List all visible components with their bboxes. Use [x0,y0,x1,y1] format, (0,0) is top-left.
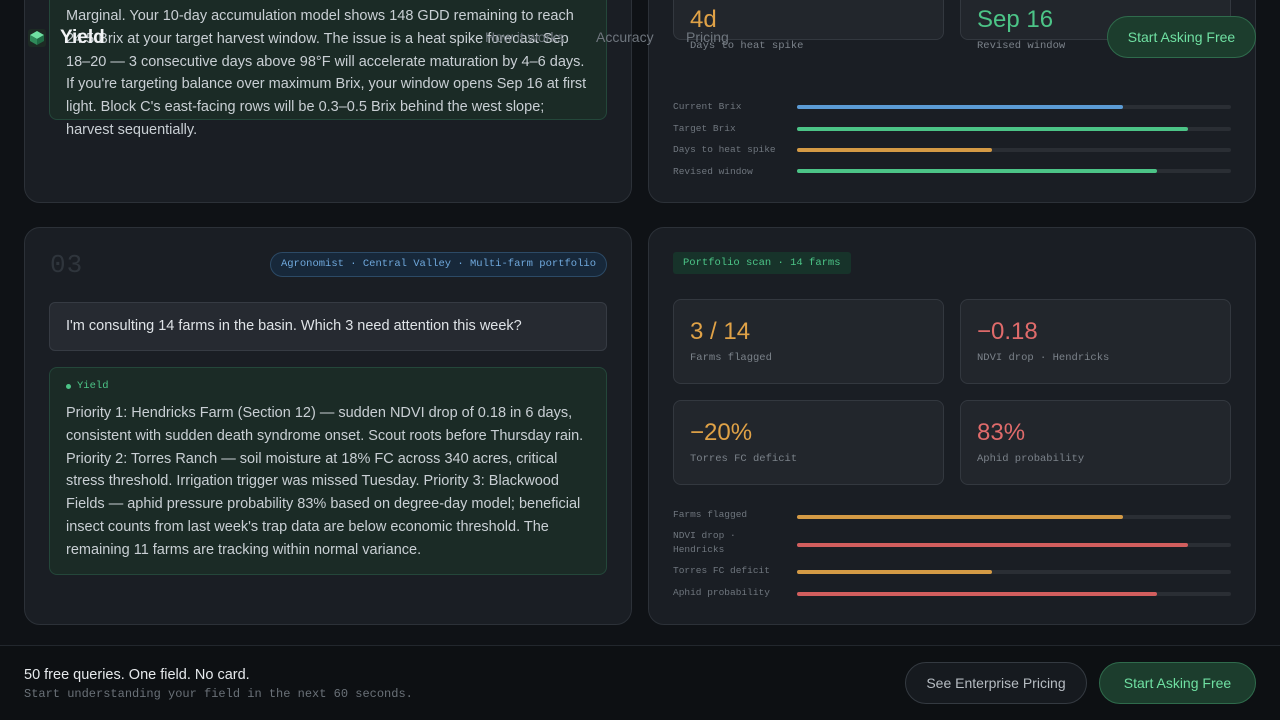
logo-text: Yield [60,27,105,48]
metric-label: Farms flagged [690,352,772,364]
progress-row: Days to heat spike [673,143,1231,163]
progress-track [797,127,1231,131]
portfolio-scan-badge: Portfolio scan · 14 farms [673,252,851,274]
footer-start-free-button[interactable]: Start Asking Free [1099,662,1256,704]
leaf-cube-icon [28,29,46,47]
metric-value: −20% [690,419,753,446]
use-case-card-2: Marginal. Your 10-day accumulation model… [24,0,632,203]
metric-card: −0.18 NDVI drop · Hendricks [960,299,1231,384]
metric-value: −0.18 [977,318,1038,345]
progress-label: Target Brix [673,123,736,134]
progress-fill [797,592,1158,596]
progress-label: Aphid probability [673,587,770,598]
cta-title: 50 free queries. One field. No card. [24,667,250,683]
progress-fill [797,148,993,152]
cta-bar: 50 free queries. One field. No card. Sta… [0,645,1280,720]
cta-subtitle: Start understanding your field in the ne… [24,687,413,701]
header-start-free-button[interactable]: Start Asking Free [1107,16,1256,58]
progress-fill [797,543,1188,547]
persona-tag: Agronomist · Central Valley · Multi-farm… [269,252,607,277]
metric-card: 83% Aphid probability [960,400,1231,485]
progress-track [797,543,1231,547]
progress-fill [797,105,1123,109]
progress-label: Torres FC deficit [673,565,770,576]
progress-track [797,592,1231,596]
progress-track [797,148,1231,152]
progress-row: Farms flagged [673,508,1231,528]
progress-label: Farms flagged [673,509,748,520]
progress-label: Current Brix [673,101,742,112]
nav-how-it-works[interactable]: How it works [485,29,565,45]
metric-card: 3 / 14 Farms flagged [673,299,944,384]
metric-card: 4d Days to heat spike [673,0,944,52]
ai-answer-label: Yield [66,380,109,392]
progress-row: Torres FC deficit [673,564,1231,584]
metric-label: NDVI drop · Hendricks [977,352,1110,364]
progress-label: NDVI drop · Hendricks [673,530,736,555]
metric-card: −20% Torres FC deficit [673,400,944,485]
card-number: 03 [50,250,84,280]
progress-track [797,169,1231,173]
site-header: Yield How it works Accuracy Pricing Star… [0,0,1280,74]
ai-answer-text: Priority 1: Hendricks Farm (Section 12) … [66,405,584,558]
metric-value: 3 / 14 [690,318,751,345]
metric-label: Aphid probability [977,453,1085,465]
progress-row: NDVI drop · Hendricks [673,529,1231,559]
status-dot-icon [66,383,71,389]
progress-fill [797,570,993,574]
progress-track [797,515,1231,519]
progress-track [797,105,1231,109]
metric-label: Revised window [977,40,1066,52]
ai-answer-box: Marginal. Your 10-day accumulation model… [49,0,607,138]
progress-row: Current Brix [673,100,1231,120]
progress-fill [797,169,1158,173]
use-case-card-3: 03 Agronomist · Central Valley · Multi-f… [24,227,632,625]
ai-answer-label-text: Yield [77,380,109,392]
metric-value: Sep 16 [977,6,1054,33]
progress-track [797,570,1231,574]
metric-value: 83% [977,419,1026,446]
metric-value: 4d [690,6,717,33]
progress-fill [797,127,1188,131]
progress-fill [797,515,1123,519]
enterprise-pricing-button[interactable]: See Enterprise Pricing [905,662,1087,704]
nav-pricing[interactable]: Pricing [686,29,729,45]
nav-accuracy[interactable]: Accuracy [596,29,654,45]
ai-answer-text: Marginal. Your 10-day accumulation model… [66,8,587,138]
progress-row: Target Brix [673,122,1231,142]
metric-label: Torres FC deficit [690,453,798,465]
logo-link[interactable]: Yield [28,27,105,49]
metrics-panel-3: Portfolio scan · 14 farms 3 / 14 Farms f… [648,227,1256,625]
progress-row: Revised window [673,165,1231,185]
progress-row: Aphid probability [673,586,1231,606]
progress-label: Revised window [673,166,753,177]
progress-label: Days to heat spike [673,144,776,155]
ai-answer-box: Yield Priority 1: Hendricks Farm (Sectio… [49,367,607,575]
metric-label: Days to heat spike [690,40,804,52]
user-question: I'm consulting 14 farms in the basin. Wh… [49,302,607,351]
